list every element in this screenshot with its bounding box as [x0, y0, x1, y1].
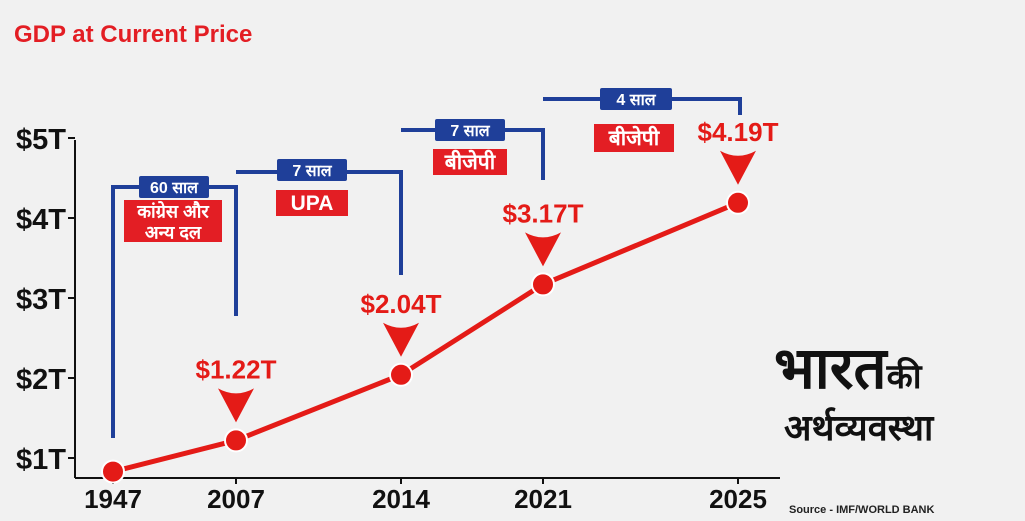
- data-point: [101, 459, 125, 484]
- era-party-badge: [124, 200, 222, 242]
- data-point: [531, 272, 555, 297]
- era-party-label: UPA: [291, 192, 334, 215]
- era-party-label: बीजेपी: [608, 125, 661, 150]
- era-party-badge: [276, 190, 348, 216]
- headline-line1-suffix: की: [886, 356, 923, 396]
- era-bracket: [236, 170, 403, 275]
- svg-text:भारतकी: भारतकी: [774, 336, 923, 401]
- x-tick-label: 2021: [514, 484, 572, 514]
- y-tick-label: $2T: [16, 364, 66, 396]
- x-ticks: 1947 2007 2014 2021 2025: [84, 478, 767, 514]
- era-years-badge: [600, 88, 672, 110]
- era-party-label: बीजेपी: [444, 149, 497, 174]
- source-note: Source - IMF/WORLD BANK: [789, 504, 934, 516]
- headline-text: भारतकी अर्थव्यवस्था: [774, 336, 935, 448]
- data-point: [389, 362, 413, 387]
- data-label: $3.17T: [503, 198, 584, 228]
- era-years-label: 7 साल: [292, 163, 332, 180]
- data-label: $1.22T: [196, 354, 277, 384]
- x-tick-label: 2007: [207, 484, 265, 514]
- y-ticks: $1T $2T $3T $4T $5T: [16, 124, 75, 476]
- x-tick-label: 2014: [372, 484, 430, 514]
- data-pointer-marker: [525, 232, 561, 267]
- era-party-badge: [433, 149, 507, 175]
- x-tick-label: 2025: [709, 484, 767, 514]
- era-years-label: 7 साल: [450, 123, 490, 140]
- y-tick-label: $4T: [16, 204, 66, 236]
- series-line: $1.22T $2.04T $3.17T $4.19T: [101, 117, 779, 484]
- era-party-label: अन्य दल: [145, 223, 202, 243]
- era-party-label: कांग्रेस और: [136, 201, 209, 222]
- era-years-label: 60 साल: [150, 180, 199, 197]
- data-pointer-marker: [383, 322, 419, 357]
- era-years-badge: [139, 176, 209, 198]
- chart-axes: [74, 140, 780, 479]
- era-party-badge: [594, 124, 674, 152]
- era-years-badge: [435, 119, 505, 141]
- y-tick-label: $5T: [16, 124, 66, 156]
- data-point: [224, 428, 248, 453]
- data-pointer-marker: [720, 150, 756, 185]
- data-pointer-marker: [218, 388, 254, 423]
- chart-title: GDP at Current Price: [14, 21, 252, 48]
- headline-line2: अर्थव्यवस्था: [784, 407, 935, 448]
- data-point: [726, 190, 750, 215]
- data-label: $2.04T: [361, 289, 442, 319]
- era-years-badge: [277, 159, 347, 181]
- data-label: $4.19T: [698, 117, 779, 147]
- y-tick-label: $3T: [16, 284, 66, 316]
- headline-line1: भारत: [774, 336, 889, 401]
- x-tick-label: 1947: [84, 484, 142, 514]
- gdp-series-line: [112, 200, 739, 475]
- y-tick-label: $1T: [16, 444, 66, 476]
- era-years-label: 4 साल: [616, 92, 656, 109]
